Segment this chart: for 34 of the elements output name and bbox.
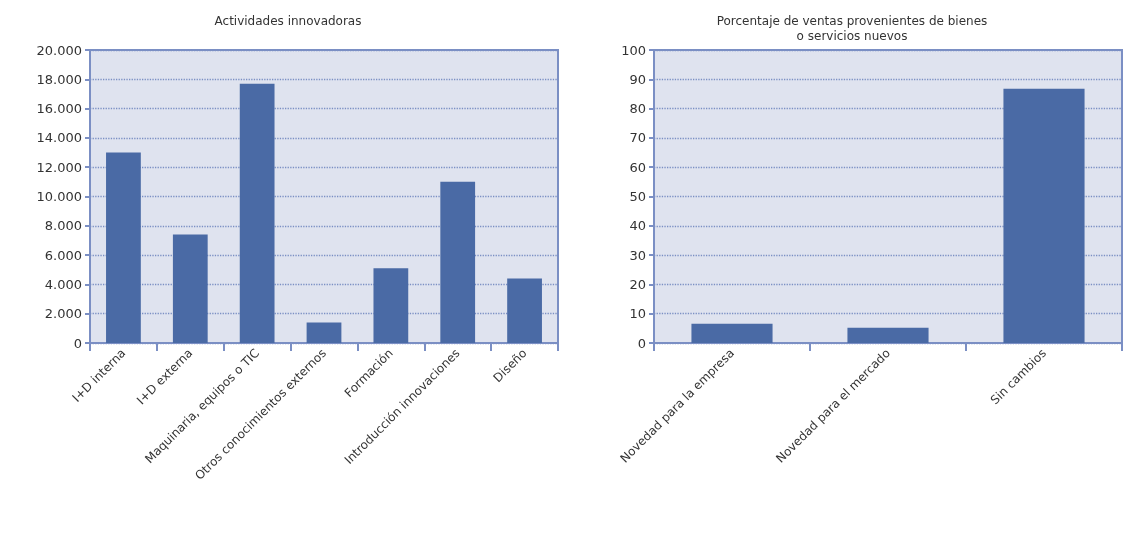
y-tick-label: 0	[637, 335, 646, 351]
chart-title: Actividades innovadoras	[214, 13, 362, 28]
y-tick-label: 10.000	[36, 189, 82, 204]
y-tick-label: 6.000	[44, 247, 82, 263]
y-tick-label: 8.000	[44, 218, 82, 234]
chart-title: Porcentaje de ventas provenientes de bienes o servicios nuevos	[716, 13, 988, 43]
y-tick-label: 50	[629, 189, 646, 204]
y-tick-label: 12.000	[36, 159, 82, 175]
y-tick-label: 18.000	[36, 71, 82, 87]
y-tick-label: 40	[629, 218, 646, 234]
y-tick-label: 100	[621, 42, 646, 58]
bar	[847, 327, 929, 343]
y-tick-label: 16.000	[36, 101, 82, 117]
y-tick-label: 10	[629, 306, 646, 322]
bar	[1003, 88, 1085, 343]
bar	[106, 152, 141, 343]
y-tick-label: 90	[629, 71, 646, 87]
y-tick-label: 4.000	[44, 276, 82, 292]
y-tick-label: 30	[629, 247, 646, 263]
y-tick-label: 60	[629, 159, 646, 175]
bar	[691, 323, 773, 343]
y-tick-label: 0	[73, 335, 82, 351]
y-tick-label: 14.000	[36, 130, 82, 146]
bar	[507, 278, 542, 343]
bar	[306, 322, 342, 343]
bar	[373, 268, 409, 343]
y-tick-label: 20	[629, 276, 646, 292]
y-tick-label: 2.000	[44, 306, 82, 322]
y-tick-label: 70	[629, 130, 646, 146]
bar	[172, 234, 208, 343]
y-tick-label: 20.000	[36, 42, 82, 58]
bar	[239, 83, 275, 343]
bar	[440, 181, 476, 343]
y-tick-label: 80	[629, 101, 646, 117]
